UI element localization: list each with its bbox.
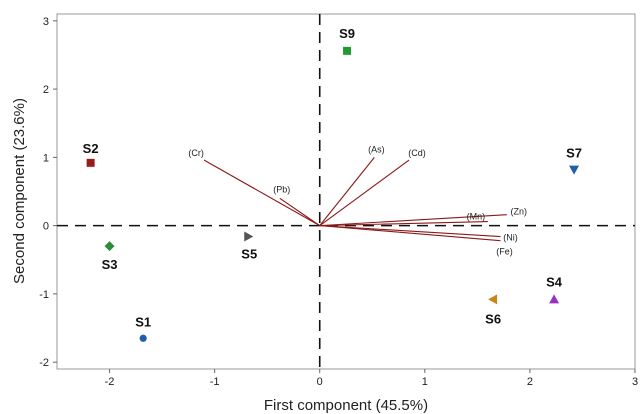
y-tick-label: 3 xyxy=(43,16,49,28)
loading-vectors: (Cr) (Pb) (As) (Cd) (Zn) (Mn) (Ni) (Fe) xyxy=(188,144,527,256)
x-tick-label: 1 xyxy=(422,376,428,388)
loading-vector xyxy=(203,159,320,227)
point-label-s3: S3 xyxy=(102,257,118,272)
loading-vector xyxy=(319,214,507,227)
loading-vector xyxy=(319,225,501,238)
tick-layer: -2 -1 0 1 2 3 -2 -1 0 1 2 3 xyxy=(39,16,638,388)
reference-lines xyxy=(57,14,635,369)
loading-label: (Pb) xyxy=(273,184,290,194)
x-tick-label: 0 xyxy=(317,376,323,388)
loading-vector xyxy=(279,197,321,227)
plot-frame xyxy=(56,13,636,370)
loading-vector xyxy=(319,159,410,227)
point-marker-s3 xyxy=(104,241,115,252)
loading-label: (Ni) xyxy=(503,233,518,243)
x-axis-title: First component (45.5%) xyxy=(264,397,428,414)
loading-vector xyxy=(319,225,501,242)
point-label-s5: S5 xyxy=(241,247,257,262)
point-label-s7: S7 xyxy=(566,146,582,161)
score-points: S1 S2 S3 S4 S5 S6 S7 S9 xyxy=(83,26,582,342)
loading-vector xyxy=(319,157,375,226)
point-marker-s2 xyxy=(86,158,95,167)
point-label-s4: S4 xyxy=(546,274,563,289)
loading-label: (Cr) xyxy=(188,148,204,158)
x-tick-label: -2 xyxy=(105,376,115,388)
point-marker-s1 xyxy=(139,334,147,342)
y-tick-label: -1 xyxy=(39,289,49,301)
loading-label: (As) xyxy=(368,144,385,154)
point-label-s1: S1 xyxy=(135,314,151,329)
loading-vector xyxy=(319,220,488,227)
x-tick-label: 2 xyxy=(527,376,533,388)
y-axis-title: Second component (23.6%) xyxy=(11,98,28,284)
loading-label: (Mn) xyxy=(467,212,486,222)
point-label-s9: S9 xyxy=(339,26,355,41)
point-marker-s4 xyxy=(549,294,560,304)
point-marker-s5 xyxy=(244,231,254,242)
point-label-s6: S6 xyxy=(485,311,501,326)
x-tick-label: -1 xyxy=(210,376,220,388)
loading-label: (Cd) xyxy=(408,148,426,158)
y-tick-label: 0 xyxy=(43,221,49,233)
y-tick-label: 1 xyxy=(43,152,49,164)
loading-label: (Fe) xyxy=(496,247,513,257)
point-marker-s6 xyxy=(488,294,498,305)
y-tick-label: 2 xyxy=(43,84,49,96)
loading-label: (Zn) xyxy=(511,207,528,217)
point-marker-s7 xyxy=(569,165,580,175)
point-label-s2: S2 xyxy=(83,141,99,156)
point-marker-s9 xyxy=(343,46,352,55)
y-tick-label: -2 xyxy=(39,357,49,369)
x-tick-label: 3 xyxy=(632,376,638,388)
